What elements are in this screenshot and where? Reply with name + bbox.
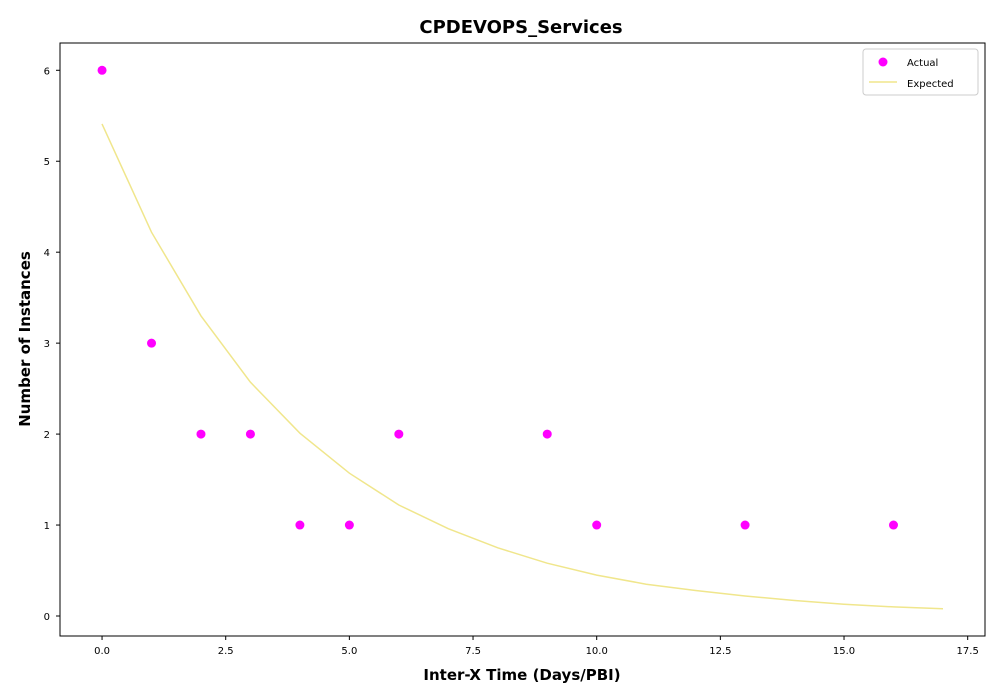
y-tick-label: 1	[44, 521, 50, 532]
legend-marker-actual	[878, 57, 888, 67]
x-axis-label: Inter-X Time (Days/PBI)	[423, 666, 620, 684]
x-tick-label: 5.0	[341, 646, 357, 657]
actual-point	[888, 520, 898, 530]
legend-label-expected: Expected	[907, 79, 954, 90]
legend: Actual Expected	[862, 48, 979, 96]
actual-point	[97, 65, 107, 75]
series-layer	[97, 65, 944, 610]
x-tick-label: 12.5	[709, 646, 731, 657]
actual-point	[344, 520, 354, 530]
actual-point	[295, 520, 305, 530]
actual-point	[245, 429, 255, 439]
actual-point	[592, 520, 602, 530]
x-tick-label: 2.5	[218, 646, 234, 657]
plot-area	[59, 42, 986, 637]
actual-point	[542, 429, 552, 439]
x-tick-label: 10.0	[586, 646, 608, 657]
x-tick-label: 15.0	[833, 646, 855, 657]
y-axis-label: Number of Instances	[16, 251, 34, 427]
actual-point	[740, 520, 750, 530]
legend-label-actual: Actual	[907, 58, 938, 69]
legend-box	[862, 48, 979, 96]
x-tick-label: 7.5	[465, 646, 481, 657]
actual-point	[147, 338, 157, 348]
x-tick-label: 0.0	[94, 646, 110, 657]
y-tick-label: 4	[44, 248, 50, 259]
y-tick-label: 0	[44, 612, 50, 623]
chart-title: CPDEVOPS_Services	[419, 17, 622, 38]
actual-point	[394, 429, 404, 439]
y-tick-label: 5	[44, 157, 50, 168]
y-tick-label: 3	[44, 339, 50, 350]
actual-point	[196, 429, 206, 439]
y-tick-label: 2	[44, 430, 50, 441]
x-tick-label: 17.5	[957, 646, 979, 657]
x-axis: 0.0 2.5 5.0 7.5 10.0 12.5 15.0 17.5	[94, 636, 979, 657]
y-tick-label: 6	[44, 66, 50, 77]
expected-line	[101, 123, 944, 610]
y-axis: 0 1 2 3 4 5 6	[44, 66, 60, 623]
